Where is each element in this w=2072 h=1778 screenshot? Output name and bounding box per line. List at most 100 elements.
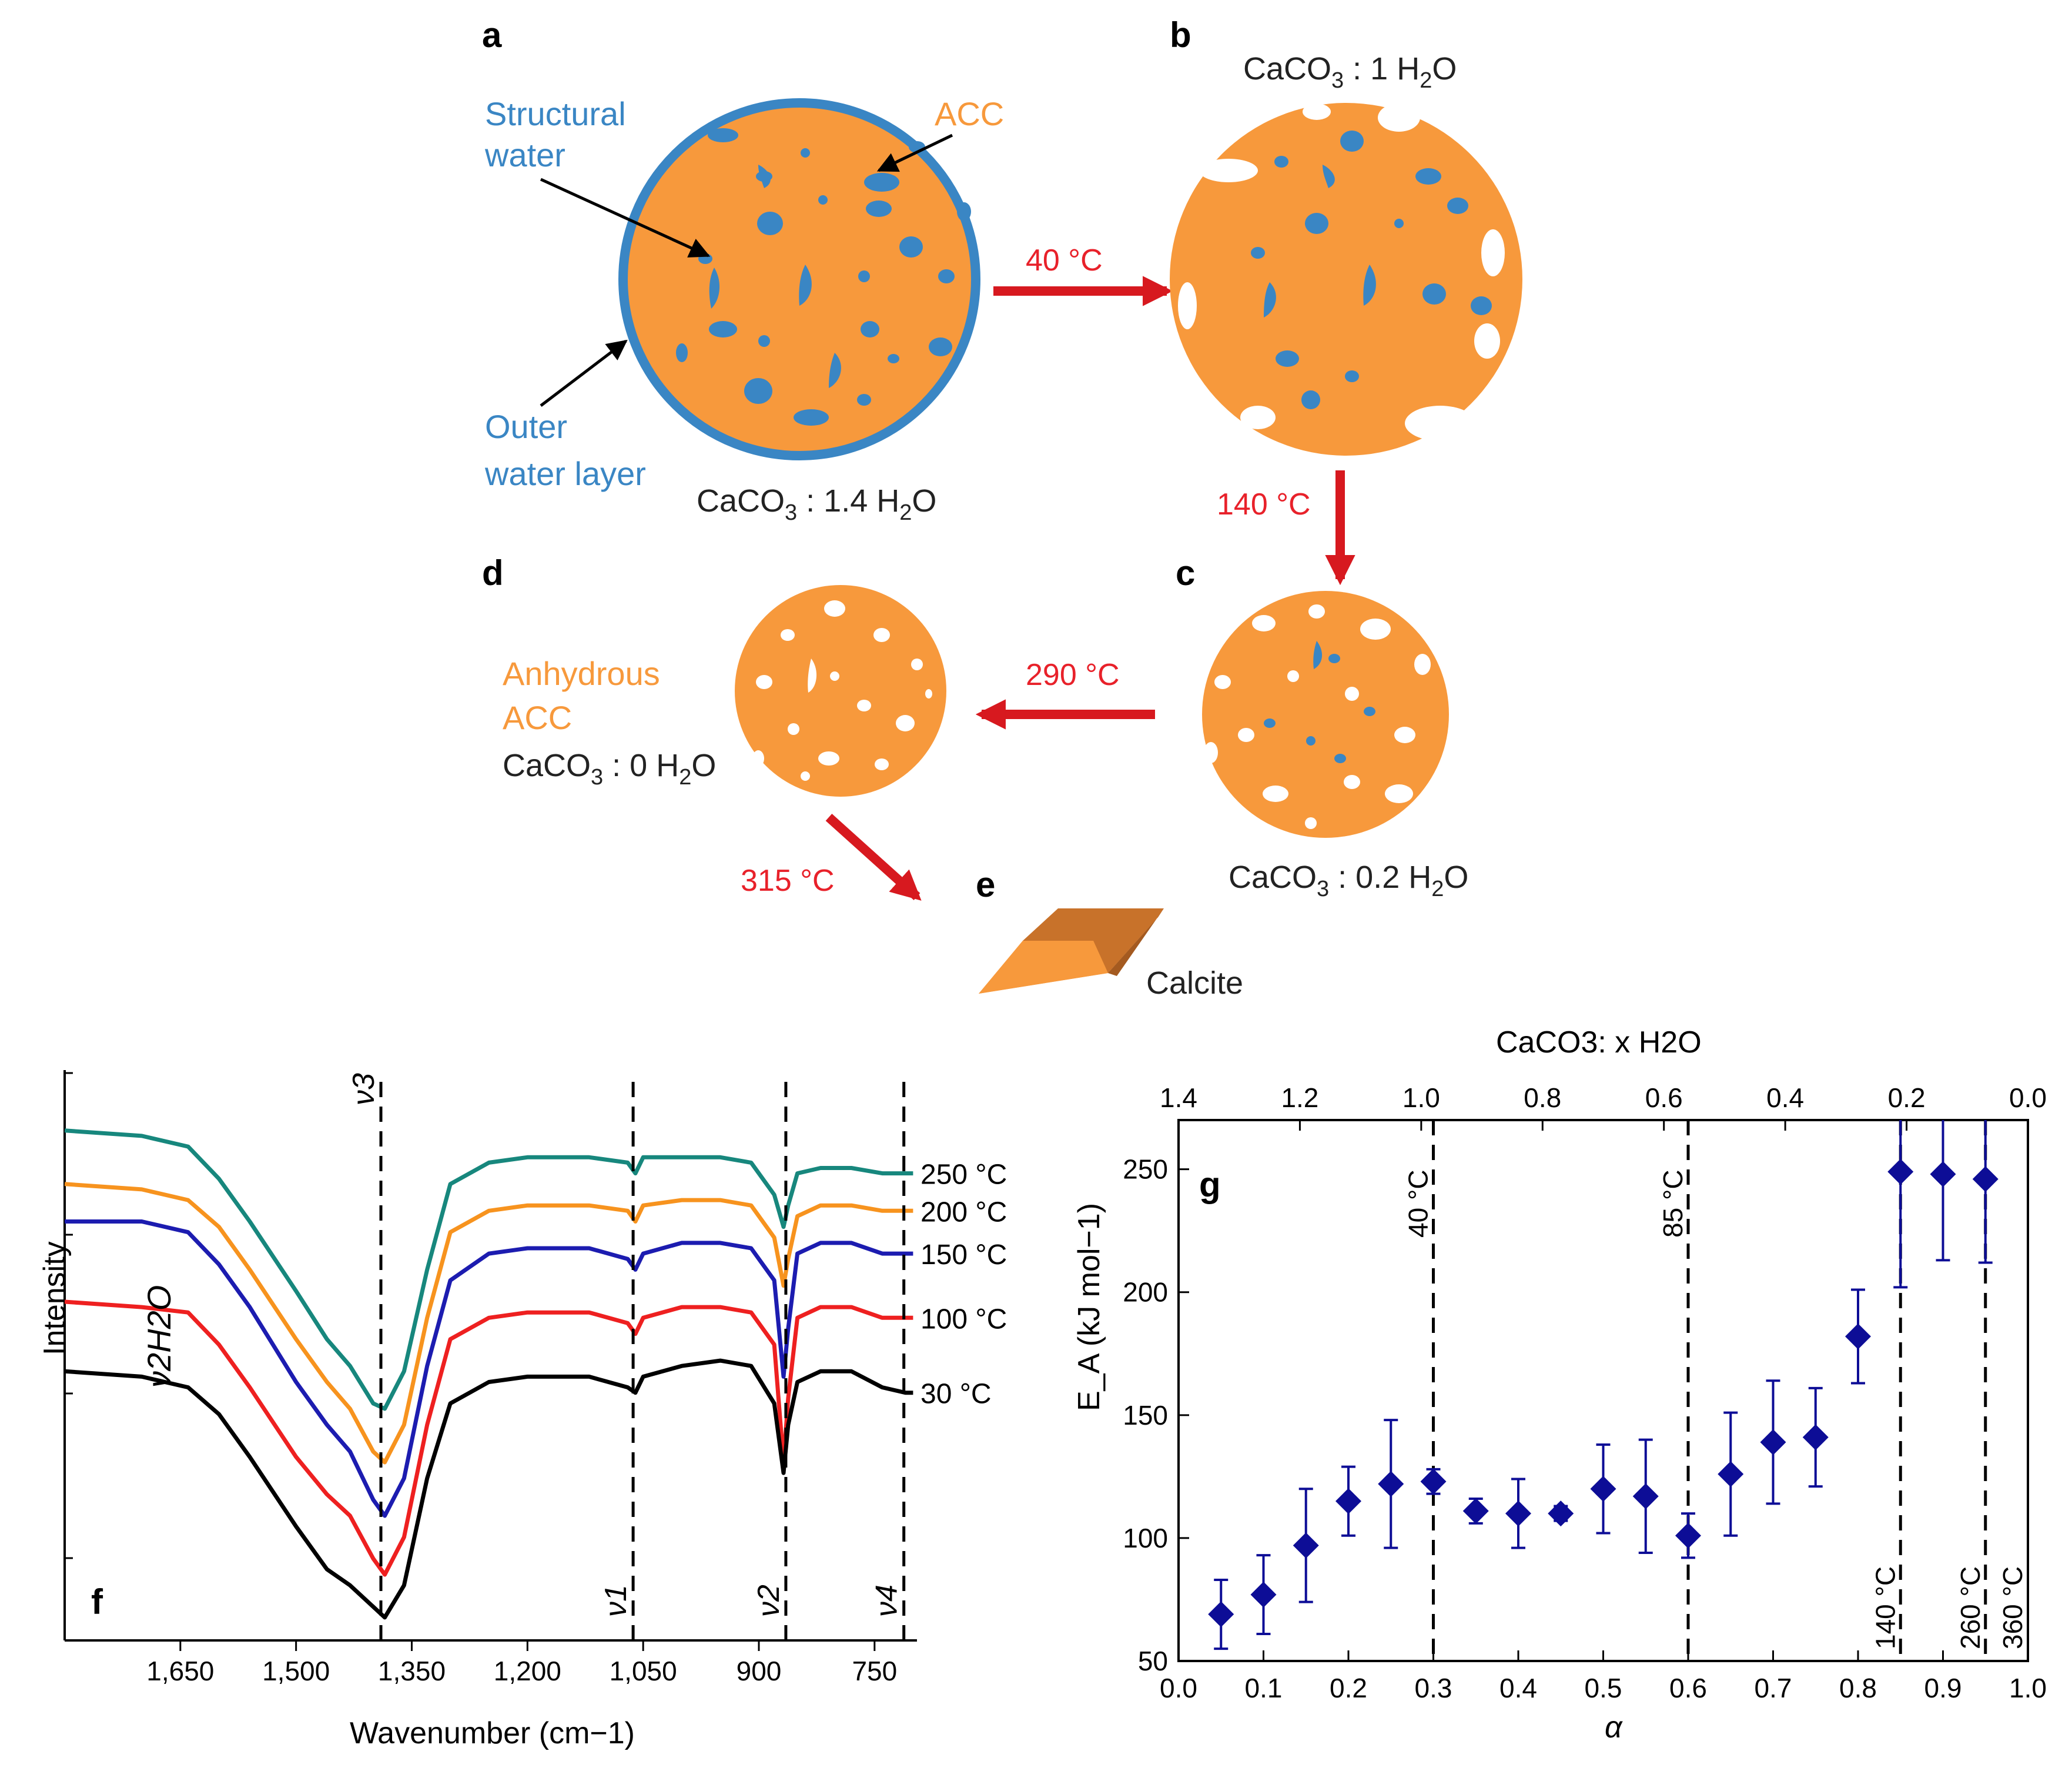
- panel-letter-b: b: [1170, 15, 1191, 55]
- water-c: [1264, 641, 1375, 763]
- arrow-290C: 290 °C: [975, 658, 1155, 730]
- h2o-bend-annotation: ν2H2O: [140, 1285, 178, 1388]
- structural-water-label-line1: Structural: [485, 95, 626, 132]
- ea-point: [1420, 1468, 1447, 1495]
- ea-axes: 0.0 0.1 0.2 0.3 0.4 0.5 0.6 0.7 0.8 0.9 1.0 50 100 15…: [1123, 1082, 2047, 1703]
- ir-x-axis-title: Wavenumber (cm−1): [350, 1716, 635, 1750]
- ir-series-line: [64, 1358, 913, 1620]
- ir-band-label: ν2: [752, 1585, 786, 1617]
- arrow-140C: 140 °C: [1217, 470, 1355, 586]
- schematic: a Structural water: [482, 15, 1522, 1001]
- ir-series: [64, 1128, 913, 1620]
- ir-spectra-chart: 1,650 1,500 1,350 1,200 1,050 900 750 ν3 ν1 ν2 ν4…: [38, 1070, 1007, 1750]
- panel-letter-a: a: [482, 15, 502, 55]
- ir-series-line: [64, 1182, 913, 1465]
- ea-point: [1548, 1500, 1574, 1527]
- arrow-label-290C: 290 °C: [1026, 658, 1120, 692]
- ea-top-tick-label: 0.6: [1645, 1082, 1683, 1113]
- arrow-label-315C: 315 °C: [741, 864, 835, 898]
- ea-temp-label: 85 °C: [1658, 1169, 1688, 1238]
- ea-top-axis-title: CaCO3: x H2O: [1496, 1025, 1702, 1060]
- structural-water-pointer: [540, 178, 711, 258]
- ea-point: [1505, 1500, 1531, 1527]
- ea-x-tick-label: 0.7: [1755, 1673, 1792, 1703]
- ea-y-tick-label: 150: [1123, 1400, 1168, 1431]
- ea-point: [1675, 1522, 1701, 1549]
- ir-x-tick-label: 1,350: [378, 1656, 446, 1686]
- ea-x-tick-label: 0.1: [1245, 1673, 1283, 1703]
- formula-b: CaCO3 : 1 H2O: [1243, 51, 1457, 93]
- ea-top-tick-label: 0.2: [1888, 1082, 1926, 1113]
- ea-point: [1293, 1532, 1319, 1559]
- ea-point: [1972, 1166, 1999, 1192]
- ea-x-tick-label: 0.6: [1669, 1673, 1707, 1703]
- ea-top-tick-label: 0.8: [1524, 1082, 1561, 1113]
- ea-point: [1378, 1470, 1404, 1497]
- panel-letter-f: f: [91, 1582, 103, 1622]
- ir-x-tick-label: 1,500: [262, 1656, 330, 1686]
- acc-label: ACC: [935, 95, 1004, 132]
- ea-x-tick-label: 1.0: [2009, 1673, 2047, 1703]
- ir-x-tick-label: 1,650: [146, 1656, 214, 1686]
- ir-band-label: ν4: [870, 1585, 904, 1617]
- acc-particle-c: [1202, 591, 1449, 838]
- ea-temp-label: 140 °C: [1870, 1566, 1900, 1649]
- ir-band-label: ν3: [347, 1073, 381, 1105]
- ir-band-markers: ν3 ν1 ν2 ν4: [347, 1073, 906, 1640]
- panel-letter-g: g: [1199, 1165, 1221, 1204]
- panel-c: c CaCO3 : 0.2 H2O: [1176, 553, 1468, 901]
- ea-point: [1208, 1601, 1234, 1627]
- arrow-label-140C: 140 °C: [1217, 487, 1311, 522]
- ea-y-tick-label: 50: [1138, 1646, 1168, 1676]
- ea-point: [1250, 1582, 1277, 1608]
- acc-particle-b: [1170, 103, 1522, 456]
- ir-x-tick-label: 1,050: [610, 1656, 677, 1686]
- ir-series-label: 30 °C: [920, 1379, 992, 1410]
- ir-x-tick-label: 900: [737, 1656, 782, 1686]
- ea-top-tick-label: 0.4: [1766, 1082, 1804, 1113]
- ea-point: [1845, 1324, 1871, 1349]
- ea-x-tick-label: 0.0: [1160, 1673, 1197, 1703]
- pores-c: [1204, 604, 1431, 829]
- ea-points: [1208, 1120, 1999, 1650]
- calcite-label: Calcite: [1146, 965, 1243, 1001]
- ir-legend-labels: 250 °C 200 °C 150 °C 100 °C 30 °C: [920, 1159, 1007, 1410]
- pores-d: [752, 600, 932, 781]
- arrow-40C: 40 °C: [993, 243, 1173, 306]
- ir-y-axis-title: Intensity: [38, 1241, 72, 1355]
- ir-series-label: 250 °C: [920, 1159, 1007, 1191]
- structural-water-label-line2: water: [484, 136, 565, 173]
- ea-temperature-markers: 40 °C 85 °C 140 °C 260 °C 360 °C: [1403, 1120, 2028, 1661]
- ea-y-tick-label: 100: [1123, 1523, 1168, 1553]
- arrow-label-40C: 40 °C: [1026, 243, 1103, 278]
- ir-series-label: 100 °C: [920, 1304, 1007, 1335]
- ea-point: [1335, 1488, 1361, 1515]
- ir-band-label: ν1: [599, 1585, 633, 1617]
- ir-series-line: [64, 1299, 913, 1577]
- acc-pointer: [876, 133, 953, 172]
- ea-y-tick-label: 200: [1123, 1277, 1168, 1308]
- ea-point: [1930, 1161, 1956, 1187]
- ea-point: [1590, 1476, 1616, 1502]
- ea-x-tick-label: 0.9: [1924, 1673, 1962, 1703]
- ea-temp-label: 360 °C: [1997, 1566, 2028, 1649]
- ir-x-tick-label: 1,200: [494, 1656, 561, 1686]
- panel-d: d Anhydrous ACC CaCO3 : 0 H2O: [482, 553, 946, 797]
- ea-top-tick-label: 1.0: [1402, 1082, 1440, 1113]
- ea-point: [1718, 1461, 1744, 1488]
- formula-a: CaCO3 : 1.4 H2O: [697, 483, 936, 525]
- pores-b: [1178, 103, 1520, 441]
- ea-top-tick-label: 0.0: [2009, 1082, 2047, 1113]
- panel-letter-e: e: [976, 865, 995, 904]
- ea-x-tick-label: 0.2: [1330, 1673, 1367, 1703]
- ea-top-tick-label: 1.2: [1281, 1082, 1318, 1113]
- ir-axes: 1,650 1,500 1,350 1,200 1,050 900 750: [63, 1070, 917, 1686]
- outer-water-pointer: [540, 339, 628, 407]
- ir-series-line: [65, 1219, 913, 1518]
- ea-point: [1760, 1429, 1786, 1455]
- formula-c: CaCO3 : 0.2 H2O: [1229, 860, 1468, 901]
- calcite-crystal: [979, 908, 1164, 994]
- water-b: [1251, 131, 1492, 409]
- ea-top-tick-label: 1.4: [1160, 1082, 1197, 1113]
